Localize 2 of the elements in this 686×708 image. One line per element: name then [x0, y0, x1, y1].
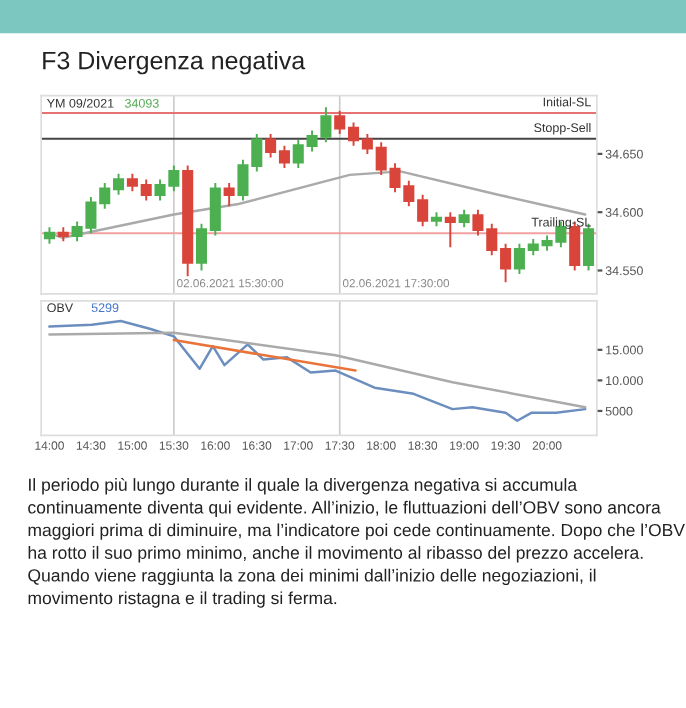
- text: Il periodo più lungo durante il quale la divergenza negativa si accumula continuamente diventa qui evidente. All’inizio, le fluttuazioni dell’OBV sono ancora maggiori prima di diminuire, ma l’indicatore poi cede continuamente. Dopo che l’OBV ha rotto il suo primo minimo, anche il movimento al ribasso del prezzo accelera. Quando viene raggiunta la zona dei minimi dall’inizio delle negoziazioni, il movimento ristagna e il trading si ferma.: [28, 477, 685, 608]
- chart-title: F3 Divergenza negativa: [43, 51, 306, 75]
